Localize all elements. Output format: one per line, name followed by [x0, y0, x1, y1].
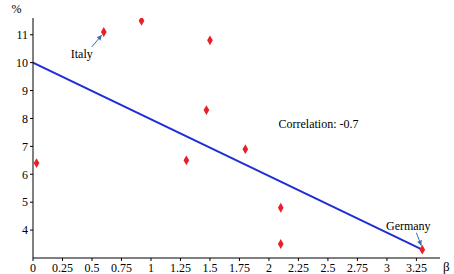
svg-text:Germany: Germany — [386, 219, 431, 233]
svg-text:3: 3 — [384, 261, 390, 274]
svg-text:11: 11 — [16, 28, 28, 42]
svg-text:9: 9 — [22, 84, 28, 98]
svg-text:2.75: 2.75 — [347, 261, 368, 274]
svg-text:0.75: 0.75 — [111, 261, 132, 274]
svg-text:8: 8 — [22, 112, 28, 126]
svg-text:0: 0 — [30, 261, 36, 274]
svg-text:10: 10 — [16, 56, 28, 70]
svg-text:Italy: Italy — [71, 47, 93, 61]
svg-text:2.5: 2.5 — [320, 261, 335, 274]
svg-text:%: % — [12, 2, 22, 16]
svg-text:Correlation: -0.7: Correlation: -0.7 — [278, 117, 358, 131]
svg-text:4: 4 — [22, 223, 28, 237]
svg-text:1.75: 1.75 — [229, 261, 250, 274]
svg-text:2: 2 — [266, 261, 272, 274]
svg-text:6: 6 — [22, 168, 28, 182]
svg-text:7: 7 — [22, 140, 28, 154]
svg-text:β: β — [443, 259, 446, 274]
svg-text:1.5: 1.5 — [202, 261, 217, 274]
svg-text:0.25: 0.25 — [52, 261, 73, 274]
svg-text:0.5: 0.5 — [84, 261, 99, 274]
svg-text:1: 1 — [148, 261, 154, 274]
svg-text:2.25: 2.25 — [288, 261, 309, 274]
svg-text:3.25: 3.25 — [406, 261, 427, 274]
svg-text:5: 5 — [22, 195, 28, 209]
svg-text:1.25: 1.25 — [170, 261, 191, 274]
